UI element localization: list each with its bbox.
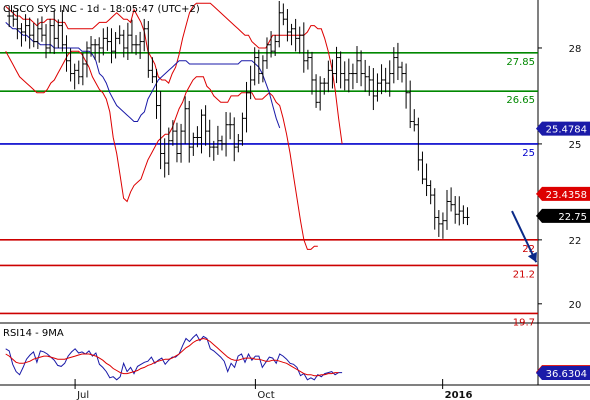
value-tag: 22.75 [536,208,590,223]
y-tick-label: 22 [569,236,582,247]
projection-arrow-head [527,251,537,263]
rsi-title: RSI14 - 9MA [3,328,64,339]
value-tag-label: 25.4784 [546,125,587,136]
value-tag: 25.4784 [536,121,590,136]
y-tick-label: 20 [569,300,582,311]
x-tick-label: Oct [257,390,274,400]
bollinger-upper-line [5,2,343,144]
value-tag: 36.6304 [536,365,590,380]
value-tag-box [536,121,590,136]
value-tag-label: 23.4358 [546,190,587,201]
y-tick-label: 28 [569,44,582,55]
value-tag-label: 22.75 [558,212,587,223]
moving-average-line [5,22,281,129]
value-tag-label: 36.6304 [546,369,587,380]
projection-arrow-shaft [511,210,538,263]
level-label: 26.65 [506,95,535,106]
x-tick-label: 2016 [445,390,473,400]
level-label: 22 [522,244,535,255]
ma-line [5,337,339,377]
value-tag-box [536,365,590,380]
level-label: 25 [522,148,535,159]
chart-title: CISCO SYS INC - 1d - 18:05:47 (UTC+2) [3,4,200,15]
y-tick-label: 25 [569,140,582,151]
value-tag-box [536,186,590,201]
bollinger-lower-line [5,50,318,250]
level-label: 27.85 [506,57,535,68]
value-tag: 23.4358 [536,186,590,201]
level-label: 21.2 [513,269,535,280]
x-tick-label: Jul [76,390,89,400]
value-tag-box [536,208,590,223]
level-label: 19.7 [513,317,535,328]
